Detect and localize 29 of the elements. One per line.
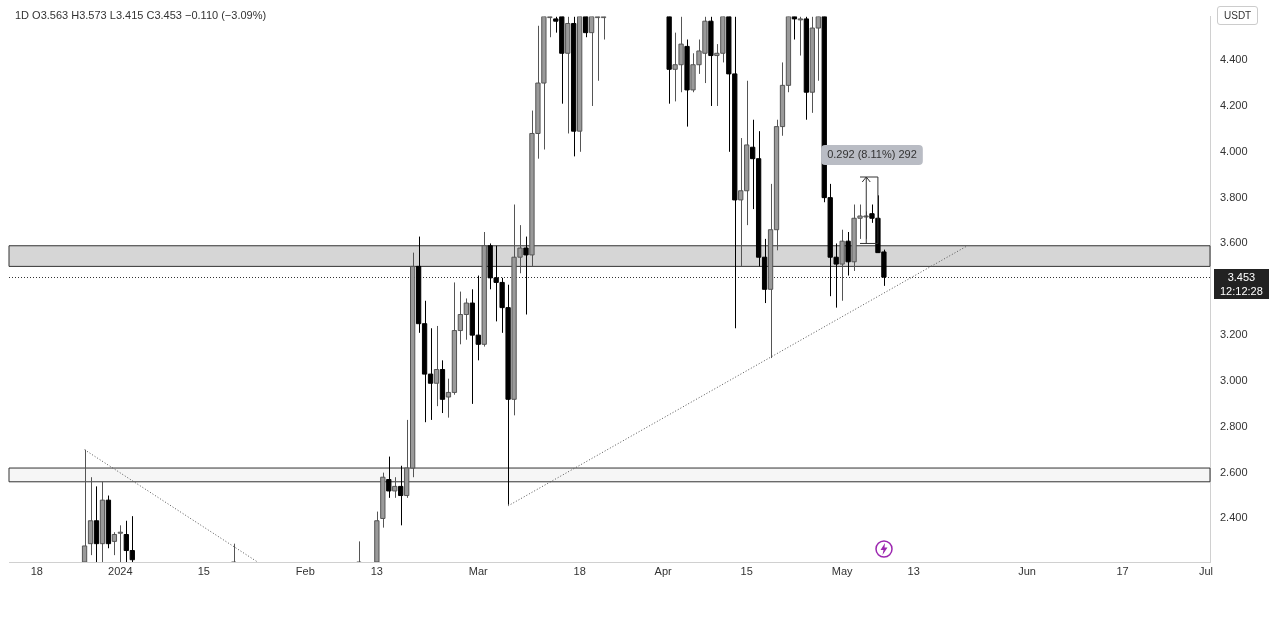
y-tick-label: 4.000 [1220, 144, 1248, 157]
y-tick-label: 2.800 [1220, 419, 1248, 432]
y-tick-label: 2.400 [1220, 511, 1248, 524]
y-tick-label: 3.800 [1220, 190, 1248, 203]
x-tick-label: Mar [468, 564, 489, 577]
x-tick-label: May [831, 564, 854, 577]
y-tick-label: 3.200 [1220, 328, 1248, 341]
x-tick-label: Jul [1198, 564, 1214, 577]
x-tick-label: 13 [370, 564, 383, 577]
y-axis-title: USDT [1217, 6, 1259, 25]
chart-title: 1D O3.563 H3.573 L3.415 C3.453 −0.110 (−3.09%) [15, 9, 267, 21]
x-tick-label: 15 [740, 564, 753, 577]
x-tick-label: 17 [1116, 564, 1129, 577]
x-tick-label: 18 [573, 564, 586, 577]
y-tick-label: 3.000 [1220, 374, 1248, 386]
y-tick-label: 4.400 [1220, 53, 1248, 66]
x-tick-label: Apr [654, 564, 673, 577]
text: 12:12:28 [1220, 284, 1263, 299]
x-tick-label: 15 [197, 564, 210, 577]
y-tick-label: 2.600 [1220, 465, 1248, 478]
y-tick-label: 4.200 [1220, 99, 1248, 111]
ref-line-label: 3.453 [1226, 270, 1257, 285]
y-tick-label: 3.600 [1220, 236, 1248, 249]
annotation: 0.292 (8.11%) 292 [827, 148, 917, 161]
x-tick-label: Feb [295, 564, 315, 577]
x-tick-label: 18 [30, 564, 43, 577]
x-tick-label: 13 [907, 564, 920, 577]
x-tick-label: 2024 [108, 564, 133, 577]
x-tick-label: Jun [1018, 564, 1036, 577]
